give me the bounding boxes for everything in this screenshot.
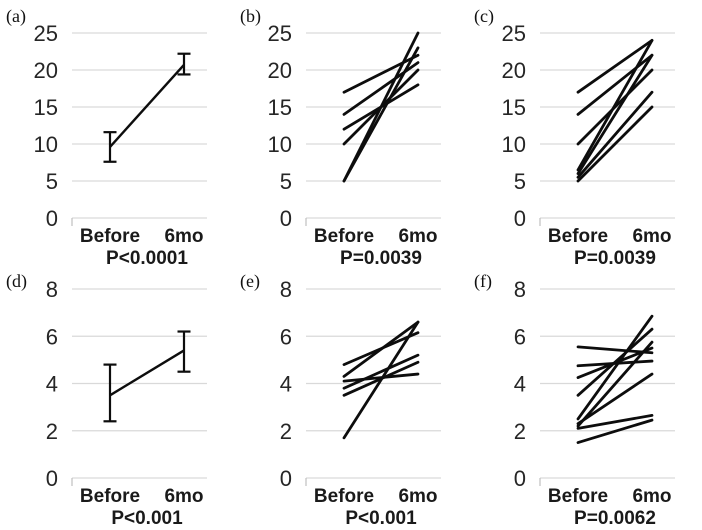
paired-line — [342, 320, 420, 440]
paired-line — [342, 46, 420, 183]
y-tick-label: 0 — [280, 206, 292, 231]
p-value-label: P<0.001 — [345, 508, 417, 529]
paired-line — [342, 320, 420, 378]
panel-e: (e) 0 2 4 6 8 Before 6mo P<0.001 — [234, 265, 468, 530]
y-tick-label: 5 — [280, 169, 292, 194]
y-tick-label: 5 — [46, 169, 58, 194]
paired-line — [576, 314, 654, 421]
p-value-label: P<0.001 — [111, 508, 183, 529]
p-value-label: P=0.0062 — [574, 508, 656, 529]
panel-letter-b: (b) — [240, 6, 261, 26]
y-tick-label: 25 — [34, 21, 58, 46]
y-tick-label: 8 — [280, 277, 292, 302]
mean-line — [109, 64, 185, 148]
paired-line — [576, 39, 654, 172]
panel-letter-c: (c) — [474, 6, 494, 26]
mean-line — [109, 349, 185, 397]
y-tick-label: 20 — [268, 58, 292, 83]
paired-line — [576, 413, 654, 430]
panel-c: (c) 0 5 10 15 20 25 Before 6mo P=0.0039 — [468, 0, 702, 265]
paired-line — [576, 39, 654, 94]
y-tick-label: 0 — [46, 466, 58, 491]
y-tick-label: 0 — [514, 206, 526, 231]
y-tick-label: 6 — [514, 324, 526, 349]
x-category-label: Before — [80, 486, 140, 507]
y-tick-label: 25 — [502, 21, 526, 46]
y-tick-label: 20 — [502, 58, 526, 83]
panel-a: (a) 0 5 10 15 20 25 Before 6mo P<0.0001 — [0, 0, 234, 265]
y-tick-label: 10 — [502, 132, 526, 157]
paired-line — [576, 327, 654, 397]
paired-line — [576, 372, 654, 426]
x-category-label: Before — [548, 486, 608, 507]
y-tick-label: 15 — [34, 95, 58, 120]
paired-line — [576, 418, 654, 444]
panel-letter-d: (d) — [6, 271, 27, 291]
y-tick-label: 0 — [280, 466, 292, 491]
y-tick-label: 10 — [268, 132, 292, 157]
paired-line — [576, 53, 654, 176]
y-tick-label: 4 — [46, 372, 58, 397]
paired-line — [576, 340, 654, 428]
panel-b: (b) 0 5 10 15 20 25 Before 6mo P=0.0039 — [234, 0, 468, 265]
y-tick-label: 2 — [514, 419, 526, 444]
y-tick-label: 4 — [514, 372, 526, 397]
paired-line — [576, 90, 654, 179]
y-tick-label: 0 — [46, 206, 58, 231]
x-category-label: Before — [314, 486, 374, 507]
x-category-label: 6mo — [398, 226, 437, 247]
y-tick-label: 2 — [46, 419, 58, 444]
paired-line — [576, 105, 654, 183]
y-tick-label: 6 — [46, 324, 58, 349]
p-value-label: P=0.0039 — [340, 248, 422, 265]
x-category-label: 6mo — [398, 486, 437, 507]
y-tick-label: 25 — [268, 21, 292, 46]
y-tick-label: 8 — [514, 277, 526, 302]
y-tick-label: 6 — [280, 324, 292, 349]
y-tick-label: 0 — [514, 466, 526, 491]
y-tick-label: 15 — [502, 95, 526, 120]
paired-line — [576, 53, 654, 116]
y-tick-label: 15 — [268, 95, 292, 120]
paired-line — [342, 53, 420, 94]
panel-letter-f: (f) — [474, 271, 492, 291]
y-tick-label: 20 — [34, 58, 58, 83]
panel-letter-a: (a) — [6, 6, 26, 26]
panel-letter-e: (e) — [240, 271, 260, 291]
y-tick-label: 10 — [34, 132, 58, 157]
x-category-label: 6mo — [632, 486, 671, 507]
p-value-label: P<0.0001 — [106, 248, 188, 265]
p-value-label: P=0.0039 — [574, 248, 656, 265]
y-tick-label: 8 — [46, 277, 58, 302]
x-category-label: 6mo — [632, 226, 671, 247]
y-tick-label: 2 — [280, 419, 292, 444]
panel-f: (f) 0 2 4 6 8 Before 6mo P=0.0062 — [468, 265, 702, 530]
panel-d: (d) 0 2 4 6 8 Before 6mo P<0.001 — [0, 265, 234, 530]
y-tick-label: 4 — [280, 372, 292, 397]
paired-line — [342, 353, 420, 390]
x-category-label: 6mo — [164, 486, 203, 507]
x-category-label: Before — [80, 226, 140, 247]
x-category-label: Before — [548, 226, 608, 247]
x-category-label: Before — [314, 226, 374, 247]
x-category-label: 6mo — [164, 226, 203, 247]
y-tick-label: 5 — [514, 169, 526, 194]
